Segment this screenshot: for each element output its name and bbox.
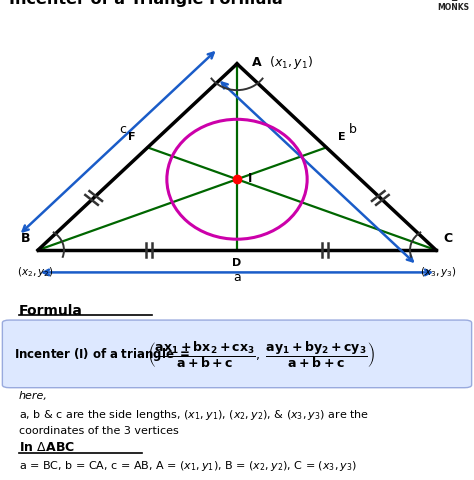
Text: C: C	[443, 231, 452, 244]
Text: $\left(\dfrac{\mathbf{ax_1 + bx_2 + cx_3}}{\mathbf{a + b + c}},\ \dfrac{\mathbf{: $\left(\dfrac{\mathbf{ax_1 + bx_2 + cx_3…	[147, 339, 374, 370]
Text: here,: here,	[19, 391, 48, 401]
Text: Incenter of a Triangle Formula: Incenter of a Triangle Formula	[9, 0, 283, 7]
Text: coordinates of the 3 vertices: coordinates of the 3 vertices	[19, 425, 179, 435]
Text: c: c	[120, 123, 127, 136]
Text: $(x_3, y_3)$: $(x_3, y_3)$	[420, 265, 457, 279]
Text: M▲TH
MONKS: M▲TH MONKS	[437, 0, 469, 12]
Text: E: E	[338, 132, 346, 142]
FancyBboxPatch shape	[2, 321, 472, 388]
Text: D: D	[232, 258, 242, 268]
Text: In $\Delta$ABC: In $\Delta$ABC	[19, 440, 75, 453]
Text: a = BC, b = CA, c = AB, A = $(x_1, y_1)$, B = $(x_2, y_2)$, C = $(x_3, y_3)$: a = BC, b = CA, c = AB, A = $(x_1, y_1)$…	[19, 458, 357, 472]
Text: b: b	[349, 123, 357, 136]
Text: a: a	[233, 270, 241, 283]
Text: Formula: Formula	[19, 303, 83, 317]
Text: a, b & c are the side lengths, $(x_1, y_1)$, $(x_2, y_2)$, & $(x_3, y_3)$ are th: a, b & c are the side lengths, $(x_1, y_…	[19, 407, 369, 421]
Text: I: I	[247, 171, 252, 184]
Text: B: B	[21, 231, 31, 244]
Text: A  $(x_1, y_1)$: A $(x_1, y_1)$	[251, 54, 313, 71]
Text: F: F	[128, 132, 136, 142]
Text: $(x_2, y_2)$: $(x_2, y_2)$	[17, 265, 54, 279]
Text: $\mathbf{Incenter\ (I)\ of\ a\ triangle\ =}$: $\mathbf{Incenter\ (I)\ of\ a\ triangle\…	[14, 346, 190, 362]
